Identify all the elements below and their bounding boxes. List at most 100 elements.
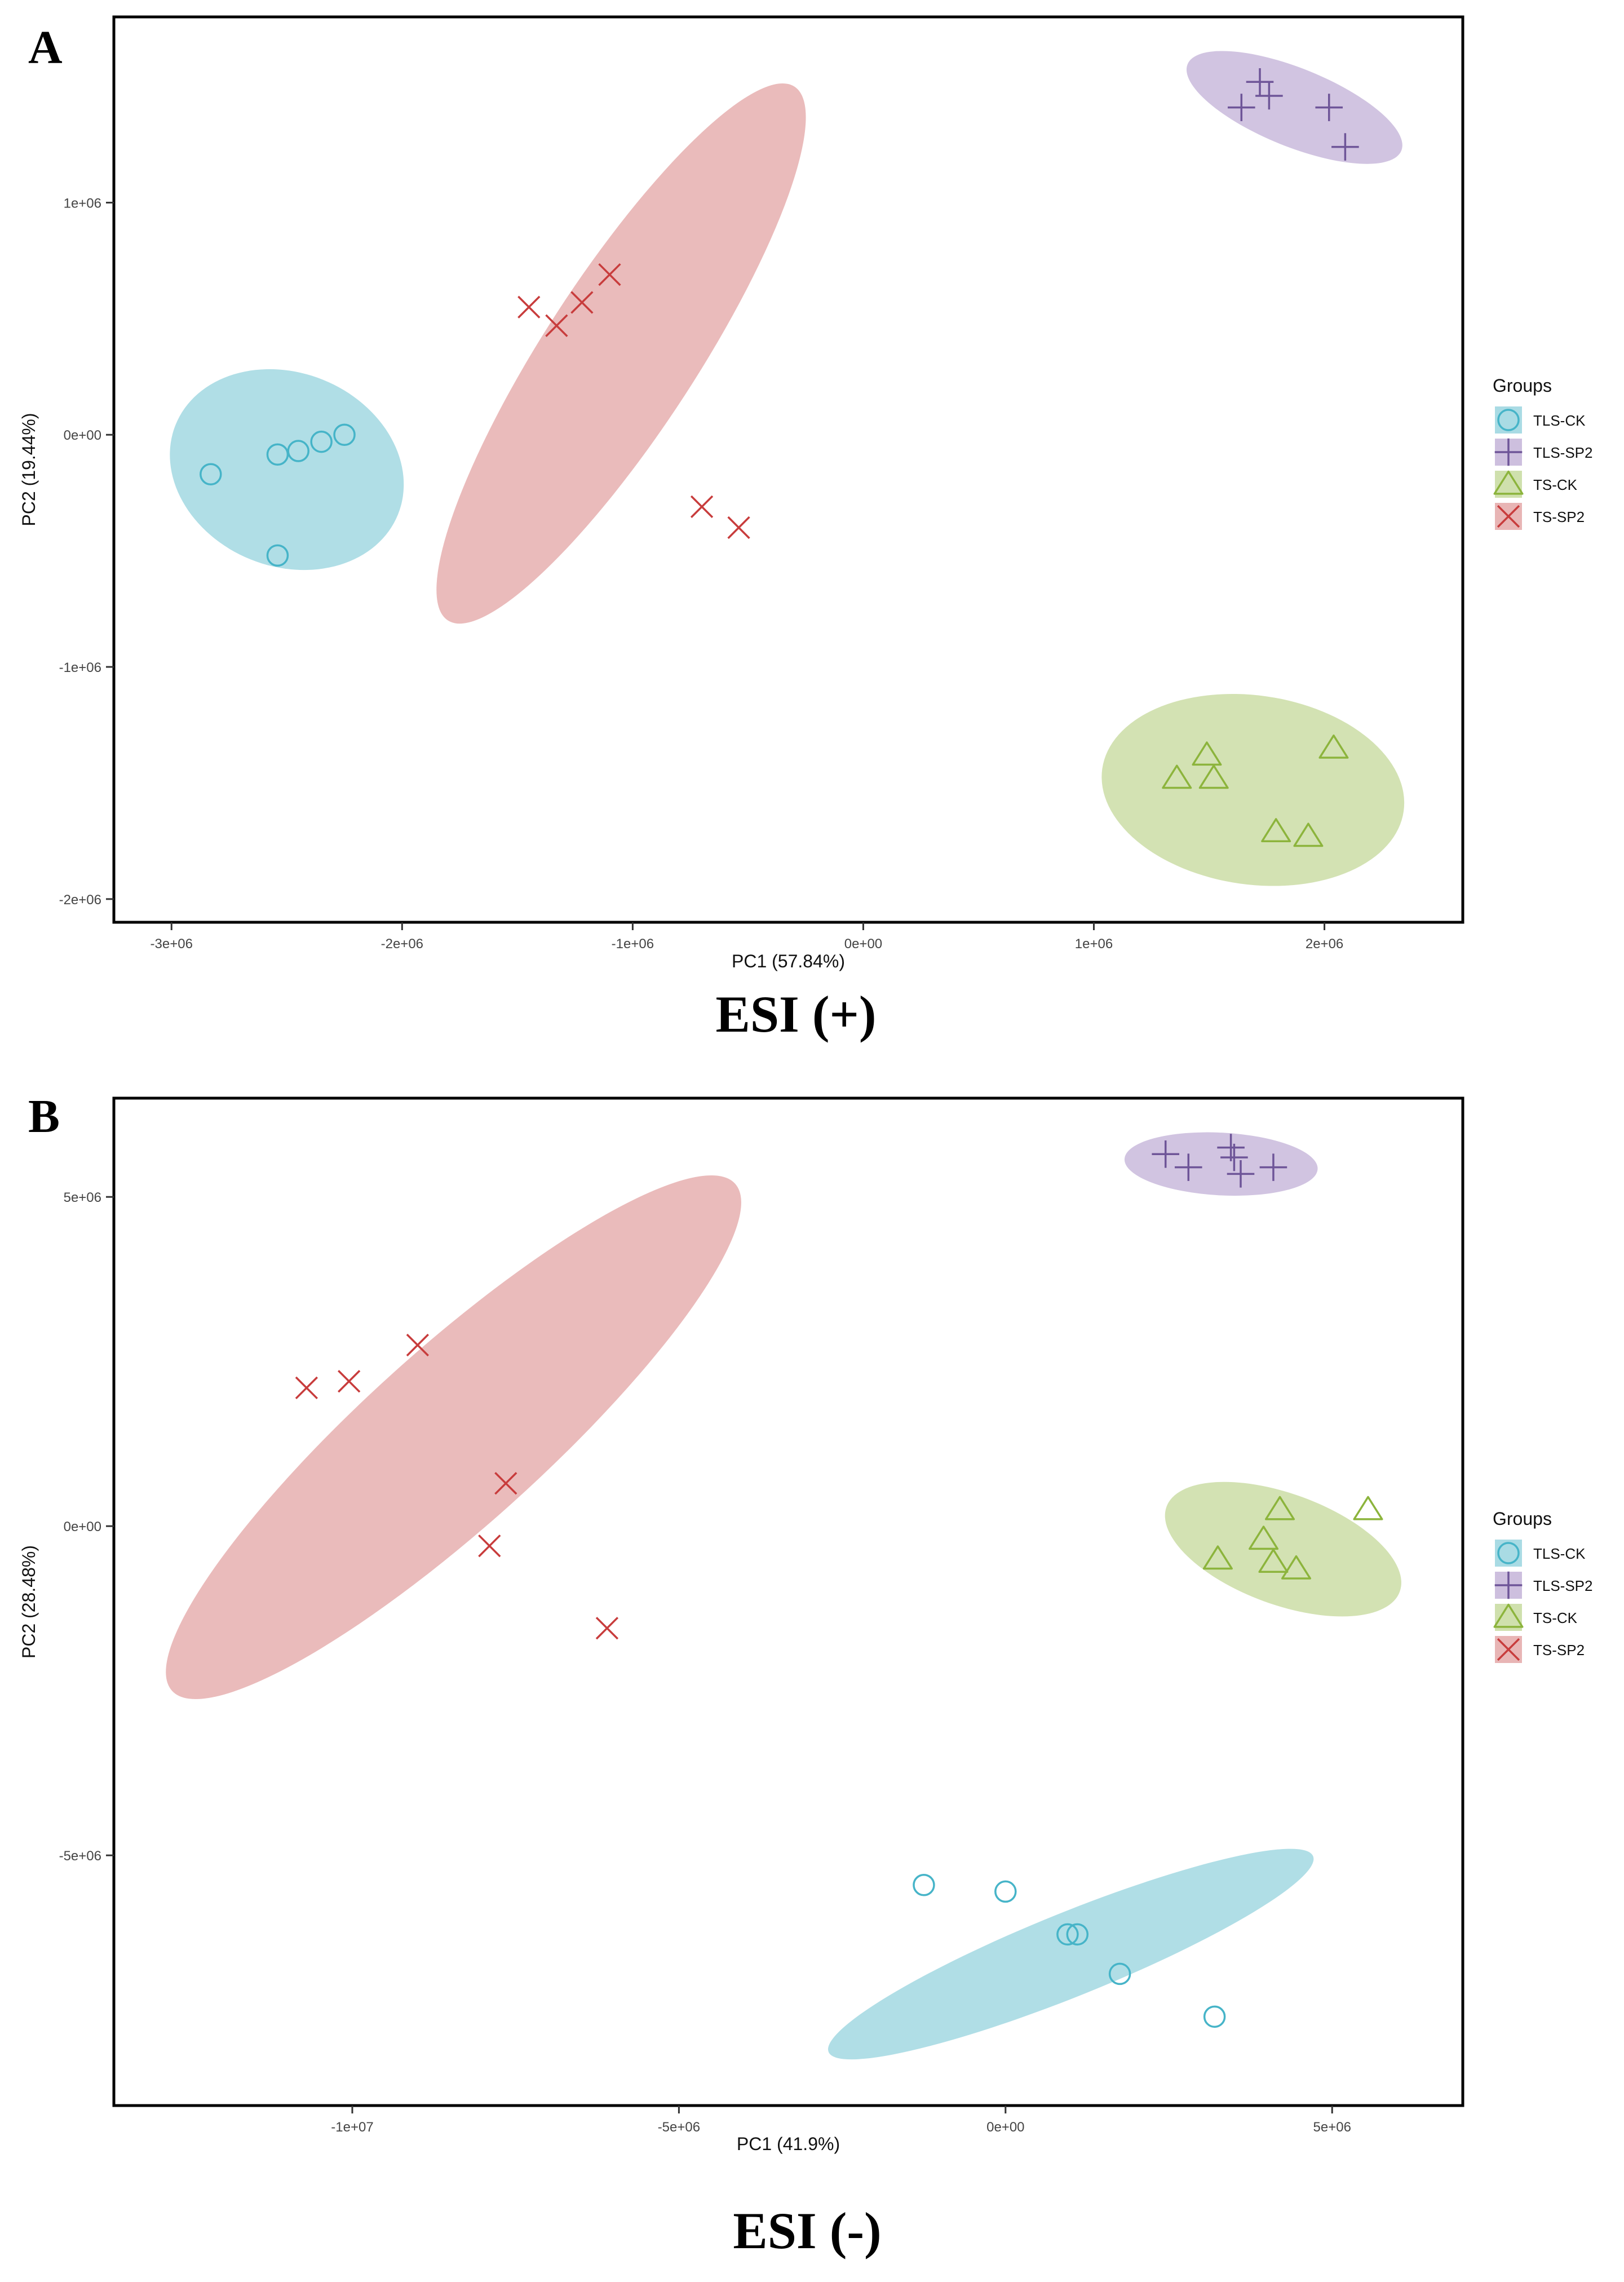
point-tls-sp2-3 (1255, 82, 1283, 110)
legend-label-tls-sp2: TLS-SP2 (1533, 1577, 1593, 1594)
point-ts-ck-2 (1249, 1525, 1279, 1550)
legend: Groups TLS-CK TLS-SP2 TS-CK TS-SP2 (1493, 1509, 1593, 1663)
caption-a: ESI (+) (715, 985, 876, 1043)
x-tick-label: 2e+06 (1306, 936, 1343, 952)
y-axis-label: PC2 (28.48%) (19, 1545, 39, 1659)
legend-label-tls-sp2: TLS-SP2 (1533, 444, 1593, 461)
legend-marker-tls-sp2 (1494, 438, 1523, 466)
point-ts-ck-5 (1281, 1555, 1311, 1580)
point-tls-ck-2 (266, 443, 289, 466)
point-tls-ck-1 (200, 463, 222, 485)
point-ts-ck-6 (1318, 734, 1349, 759)
y-axis-label: PC2 (19.44%) (19, 413, 39, 527)
y-tick-label: -2e+06 (59, 892, 101, 908)
point-ts-sp2-6 (727, 516, 750, 539)
legend-label-ts-sp2: TS-SP2 (1533, 508, 1585, 525)
legend-marker-tls-ck (1497, 1542, 1520, 1564)
point-ts-sp2-1 (295, 1376, 318, 1400)
point-ts-sp2-1 (517, 295, 541, 319)
point-tls-ck-4 (1066, 1923, 1089, 1946)
point-ts-ck-3 (1198, 764, 1229, 789)
legend-label-ts-sp2: TS-SP2 (1533, 1642, 1585, 1659)
point-ts-ck-6 (1353, 1496, 1383, 1520)
x-tick-label: 1e+06 (1075, 936, 1113, 952)
y-tick-label: -1e+06 (59, 660, 101, 675)
point-tls-ck-6 (266, 544, 289, 567)
point-tls-ck-4 (310, 430, 333, 453)
x-tick-label: 5e+06 (1313, 2120, 1351, 2135)
point-ts-ck-4 (1261, 818, 1291, 843)
plot-frame (112, 15, 1464, 924)
plot-b: -1e+07 -5e+06 0e+00 5e+06 -5e+06 0e+00 5e+06 PC… (19, 1096, 1593, 2154)
point-tls-sp2-5 (1331, 133, 1359, 161)
panel-b: B -1e+07 -5e+06 0e+00 5e+06 -5e+06 0e+00 5e+06… (19, 1090, 1593, 2259)
confidence-ellipse-tls-sp2 (1124, 1132, 1318, 1196)
point-ts-sp2-2 (338, 1370, 361, 1393)
point-tls-sp2-2 (1246, 68, 1274, 96)
point-tls-sp2-1 (1152, 1140, 1180, 1168)
confidence-ellipse-ts-ck (1165, 1481, 1401, 1617)
y-tick-label: 0e+00 (64, 1519, 101, 1534)
point-tls-ck-5 (1108, 1962, 1131, 1985)
y-tick-label: -5e+06 (59, 1848, 101, 1864)
legend-marker-ts-sp2 (1497, 1638, 1520, 1661)
point-tls-sp2-2 (1174, 1153, 1202, 1181)
point-tls-ck-3 (287, 440, 309, 462)
legend-label-ts-ck: TS-CK (1533, 476, 1578, 493)
confidence-ellipse-ts-sp2 (436, 83, 806, 624)
point-ts-sp2-3 (406, 1333, 429, 1357)
x-tick-label: 0e+00 (844, 936, 882, 952)
y-tick-label: 5e+06 (64, 1190, 101, 1205)
legend-marker-tls-sp2 (1494, 1571, 1523, 1599)
point-ts-ck-3 (1258, 1549, 1289, 1573)
x-tick-label: 0e+00 (986, 2120, 1024, 2135)
legend-marker-ts-ck (1493, 470, 1524, 495)
x-tick-label: -1e+06 (612, 936, 654, 952)
caption-b: ESI (-) (733, 2202, 881, 2259)
plot-frame (112, 1096, 1464, 2107)
legend-label-tls-ck: TLS-CK (1533, 1545, 1586, 1562)
confidence-ellipse-tls-ck (828, 1848, 1314, 2060)
legend-marker-ts-ck (1493, 1603, 1524, 1628)
point-tls-ck-1 (913, 1873, 935, 1896)
point-tls-ck-5 (333, 423, 356, 446)
panel-letter-b: B (28, 1090, 60, 1143)
y-tick-label: 1e+06 (64, 196, 101, 211)
point-tls-ck-6 (1203, 2005, 1226, 2028)
point-ts-sp2-5 (690, 495, 714, 519)
confidence-ellipse-tls-sp2 (1186, 51, 1402, 164)
point-ts-sp2-3 (570, 291, 594, 314)
panel-letter-a: A (28, 21, 63, 74)
point-ts-sp2-5 (478, 1534, 501, 1558)
x-axis-label: PC1 (57.84%) (732, 951, 845, 971)
legend-marker-tls-ck (1497, 409, 1520, 431)
point-ts-ck-5 (1293, 822, 1324, 847)
legend-label-ts-ck: TS-CK (1533, 1609, 1578, 1626)
confidence-ellipse-ts-sp2 (166, 1175, 741, 1700)
point-tls-ck-3 (1056, 1923, 1079, 1946)
point-ts-sp2-4 (598, 263, 621, 286)
x-tick-label: -2e+06 (381, 936, 423, 952)
legend-marker-ts-sp2 (1497, 505, 1520, 528)
point-tls-sp2-4 (1220, 1143, 1248, 1171)
x-tick-label: -1e+07 (331, 2120, 373, 2135)
legend-label-tls-ck: TLS-CK (1533, 412, 1586, 429)
point-ts-ck-2 (1192, 741, 1222, 766)
point-tls-sp2-4 (1315, 94, 1343, 121)
point-ts-sp2-2 (545, 314, 568, 337)
legend: Groups TLS-CK TLS-SP2 TS-CK TS-SP2 (1493, 375, 1593, 530)
plot-a: -3e+06 -2e+06 -1e+06 0e+00 1e+06 2e+06 -2e+06 -… (19, 15, 1593, 971)
point-tls-sp2-5 (1227, 1160, 1255, 1188)
x-axis-label: PC1 (41.9%) (737, 2134, 840, 2154)
point-tls-sp2-1 (1228, 94, 1255, 121)
x-tick-label: -5e+06 (658, 2120, 700, 2135)
x-tick-label: -3e+06 (151, 936, 193, 952)
legend-key-tls-ck (1495, 406, 1522, 434)
y-tick-label: 0e+00 (64, 428, 101, 443)
point-ts-ck-1 (1162, 764, 1192, 789)
panel-a: A -3e+06 -2e+06 -1e+06 0e+00 1e+06 2e+06 -2e+0… (19, 15, 1593, 1043)
legend-key-tls-ck (1495, 1540, 1522, 1567)
legend-title: Groups (1493, 375, 1552, 396)
legend-title: Groups (1493, 1509, 1552, 1529)
